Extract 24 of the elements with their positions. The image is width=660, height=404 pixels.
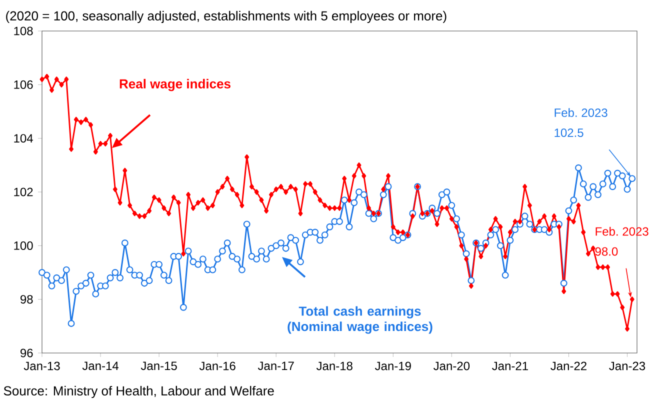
source-note: Source: Ministry of Health, Labour and Welfare bbox=[4, 386, 274, 398]
y-tick-label: 98 bbox=[20, 295, 33, 304]
text: Real wage indices bbox=[120, 78, 230, 92]
y-tick-label: 100 bbox=[14, 241, 33, 250]
x-tick-label: Jan-16 bbox=[199, 362, 236, 370]
y-tick-label: 102 bbox=[14, 188, 33, 196]
x-tick-label: Jan-13 bbox=[24, 362, 60, 370]
x-tick-label: Jan-15 bbox=[140, 362, 177, 370]
x-tick-label: Jan-21 bbox=[492, 362, 528, 370]
annotation: Feb. 2023 102.5 bbox=[554, 108, 608, 137]
chart-title: (2020 = 100, seasonally adjusted, establishments with 5 employees or more) bbox=[6, 10, 446, 24]
y-tick-label: 108 bbox=[14, 26, 33, 36]
x-tick-label: Jan-22 bbox=[550, 362, 586, 370]
annotation: Feb. 2023 98.0 bbox=[595, 226, 648, 256]
y-tick-label: 104 bbox=[14, 134, 33, 143]
x-tick-label: Jan-19 bbox=[374, 362, 411, 370]
x-tick-label: Jan-23 bbox=[609, 362, 646, 370]
text: Total cash earnings (Nominal wage indices) bbox=[288, 306, 432, 334]
x-tick-label: Jan-14 bbox=[82, 362, 119, 370]
x-tick-label: Jan-17 bbox=[258, 362, 294, 370]
y-tick-label: 96 bbox=[20, 348, 33, 358]
y-tick-label: 106 bbox=[14, 80, 33, 89]
x-tick-label: Jan-20 bbox=[434, 362, 470, 370]
x-tick-label: Jan-18 bbox=[316, 362, 352, 370]
